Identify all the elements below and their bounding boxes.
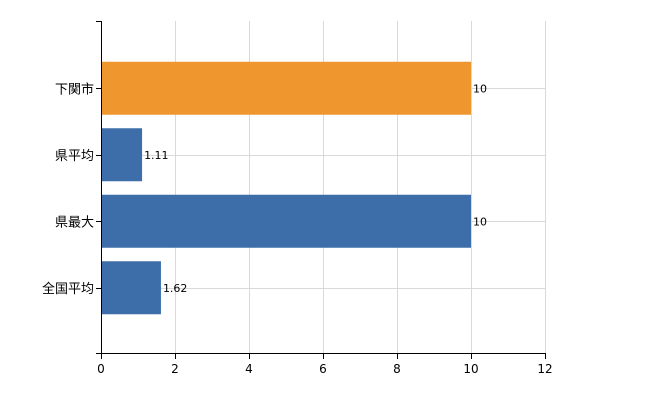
y-tick-label: 県最大 xyxy=(55,215,94,230)
y-tick-label: 全国平均 xyxy=(42,281,94,297)
x-tick-label: 10 xyxy=(463,362,478,376)
bar xyxy=(101,128,143,182)
bar xyxy=(101,194,471,248)
labels: 10 下関市 1.11 県平均 10 県最大 1.62 全国平均 0 2 4 6 8 10 12 xyxy=(42,81,553,376)
bar xyxy=(101,61,471,115)
bar-value-label: 1.62 xyxy=(163,282,188,295)
x-tick-label: 2 xyxy=(171,362,179,376)
axes xyxy=(96,21,546,359)
x-tick-label: 8 xyxy=(393,362,401,376)
bars xyxy=(101,61,471,315)
bar xyxy=(101,261,161,315)
bar-value-label: 1.11 xyxy=(144,149,169,162)
x-tick-label: 0 xyxy=(97,362,105,376)
bar-value-label: 10 xyxy=(473,82,487,95)
y-tick-label: 県平均 xyxy=(55,149,94,164)
x-tick-label: 6 xyxy=(319,362,327,376)
x-tick-label: 4 xyxy=(245,362,253,376)
y-tick-label: 下関市 xyxy=(55,81,94,97)
bar-value-label: 10 xyxy=(473,215,487,228)
x-tick-label: 12 xyxy=(537,362,552,376)
